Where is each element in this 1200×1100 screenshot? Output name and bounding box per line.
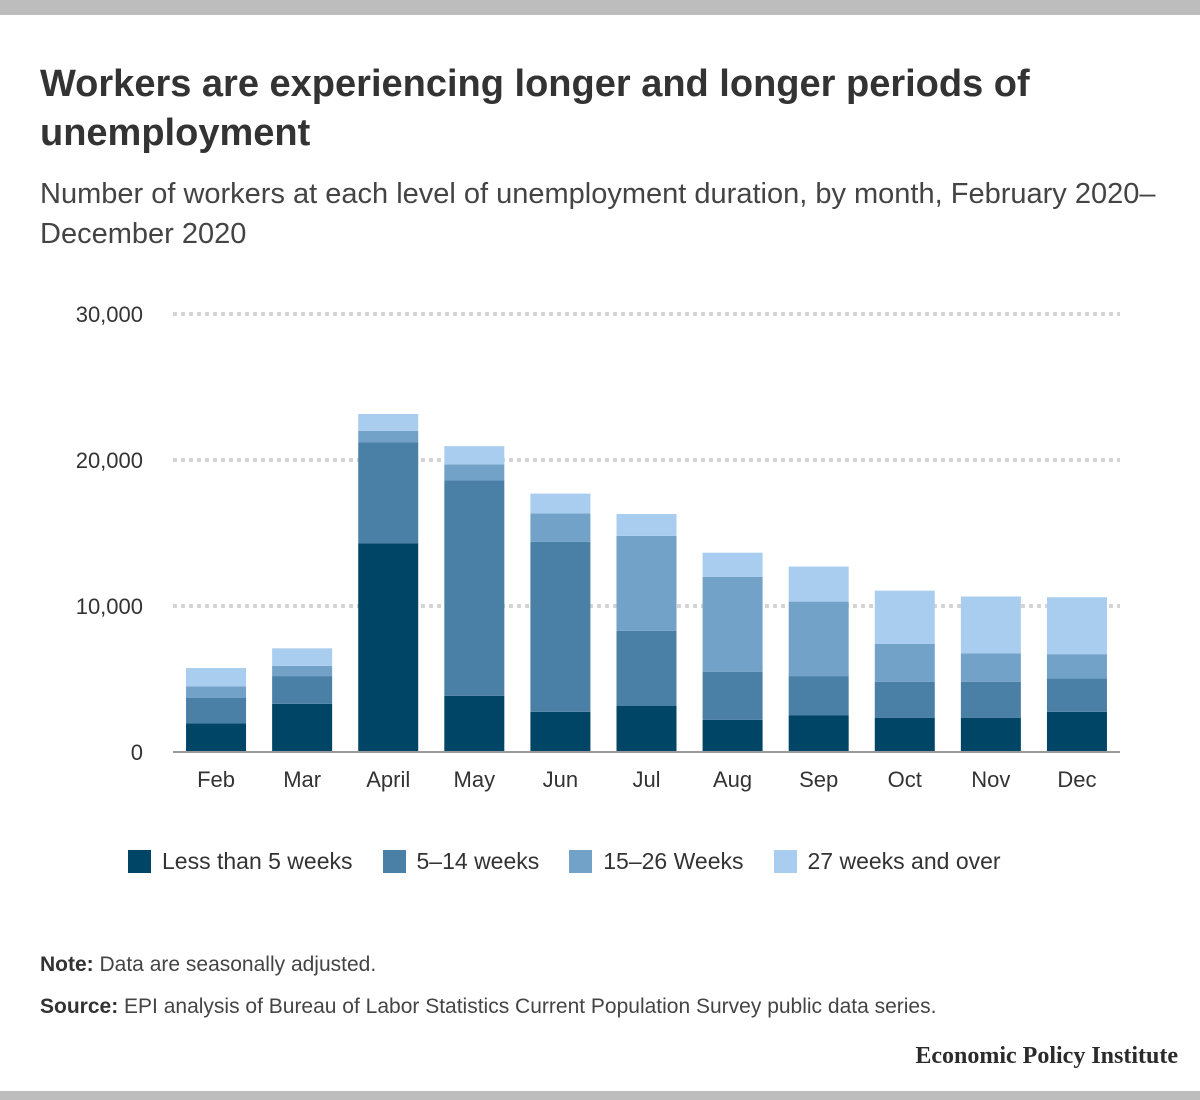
x-tick-label: April (366, 767, 410, 792)
bar-segment (616, 630, 677, 707)
bar-segment (960, 653, 1021, 682)
legend-swatch (773, 850, 797, 873)
bar-segment (1046, 597, 1107, 655)
x-tick-label: Sep (799, 767, 838, 792)
bars (186, 414, 1107, 752)
source: Source: EPI analysis of Bureau of Labor … (40, 995, 936, 1019)
bar-segment (788, 715, 849, 752)
bar-segment (272, 703, 333, 752)
bar-segment (960, 596, 1021, 654)
top-border (0, 0, 1200, 15)
bar-segment (788, 601, 849, 677)
bar-segment (272, 665, 333, 677)
legend-label: 27 weeks and over (807, 848, 1001, 874)
bar-segment (186, 686, 247, 698)
bar-segment (960, 717, 1021, 752)
x-tick-label: Nov (971, 767, 1010, 792)
bar-segment (530, 513, 591, 542)
bar-segment (444, 446, 505, 465)
y-tick-label: 10,000 (76, 594, 143, 619)
bar-segment (358, 430, 419, 443)
legend-item: 27 weeks and over (773, 848, 1001, 875)
bar-segment (960, 681, 1021, 718)
legend-label: Less than 5 weeks (162, 848, 353, 874)
bar-segment (358, 414, 419, 431)
bar-segment (874, 590, 935, 644)
bar-segment (1046, 678, 1107, 712)
legend-item: 5–14 weeks (382, 848, 540, 875)
brand-logo: Economic Policy Institute (915, 1043, 1178, 1069)
bar-segment (788, 566, 849, 602)
note-label: Note: (40, 953, 94, 976)
bar-segment (874, 643, 935, 682)
bar-segment (702, 576, 763, 672)
x-tick-label: Aug (713, 767, 752, 792)
bar-segment (186, 668, 247, 687)
bar-segment (1046, 711, 1107, 752)
bar-segment (788, 676, 849, 716)
bar-segment (358, 543, 419, 752)
bar-segment (874, 681, 935, 718)
legend-label: 15–26 Weeks (603, 848, 744, 874)
bar-segment (616, 535, 677, 631)
bar-segment (1046, 654, 1107, 679)
bar-segment (186, 723, 247, 752)
source-text: EPI analysis of Bureau of Labor Statisti… (118, 995, 937, 1018)
legend-item: 15–26 Weeks (569, 848, 744, 875)
bar-segment (444, 464, 505, 481)
source-label: Source: (40, 995, 119, 1018)
stacked-bar-chart: 0 10,000 20,000 30,000 Feb Mar April May Jun Jul A… (76, 302, 1120, 792)
axes: 0 10,000 20,000 30,000 Feb Mar April May Jun Jul A… (76, 302, 1120, 792)
x-tick-label: May (454, 767, 496, 792)
bar-segment (272, 648, 333, 666)
legend-label: 5–14 weeks (416, 848, 540, 874)
bar-segment (616, 706, 677, 752)
bar-segment (530, 711, 591, 752)
legend-item: Less than 5 weeks (128, 848, 353, 875)
bar-segment (444, 480, 505, 696)
bar-segment (358, 442, 419, 544)
x-tick-label: Dec (1057, 767, 1096, 792)
bar-segment (702, 671, 763, 720)
chart-title: Workers are experiencing longer and long… (40, 63, 1030, 154)
bar-segment (186, 697, 247, 724)
legend-swatch (382, 850, 406, 873)
bottom-border (0, 1091, 1200, 1100)
bar-segment (702, 719, 763, 752)
bar-segment (874, 717, 935, 752)
chart-legend: Less than 5 weeks 5–14 weeks 15–26 Weeks 27… (128, 848, 1031, 875)
note-text: Data are seasonally adjusted. (93, 953, 377, 976)
note: Note: Data are seasonally adjusted. (40, 953, 376, 977)
y-tick-label: 20,000 (76, 448, 143, 473)
bar-segment (444, 695, 505, 752)
x-tick-label: Mar (283, 767, 321, 792)
bar-segment (616, 514, 677, 536)
x-tick-label: Oct (888, 767, 922, 792)
bar-segment (702, 552, 763, 577)
bar-segment (530, 541, 591, 712)
x-tick-label: Jul (632, 767, 660, 792)
x-tick-label: Feb (197, 767, 235, 792)
legend-swatch (569, 850, 593, 873)
legend-swatch (128, 850, 151, 873)
x-tick-label: Jun (543, 767, 578, 792)
bar-segment (272, 676, 333, 704)
y-tick-label: 0 (131, 740, 143, 765)
chart-subtitle: Number of workers at each level of unemp… (40, 178, 1156, 250)
y-tick-label: 30,000 (76, 302, 143, 327)
bar-segment (530, 493, 591, 514)
